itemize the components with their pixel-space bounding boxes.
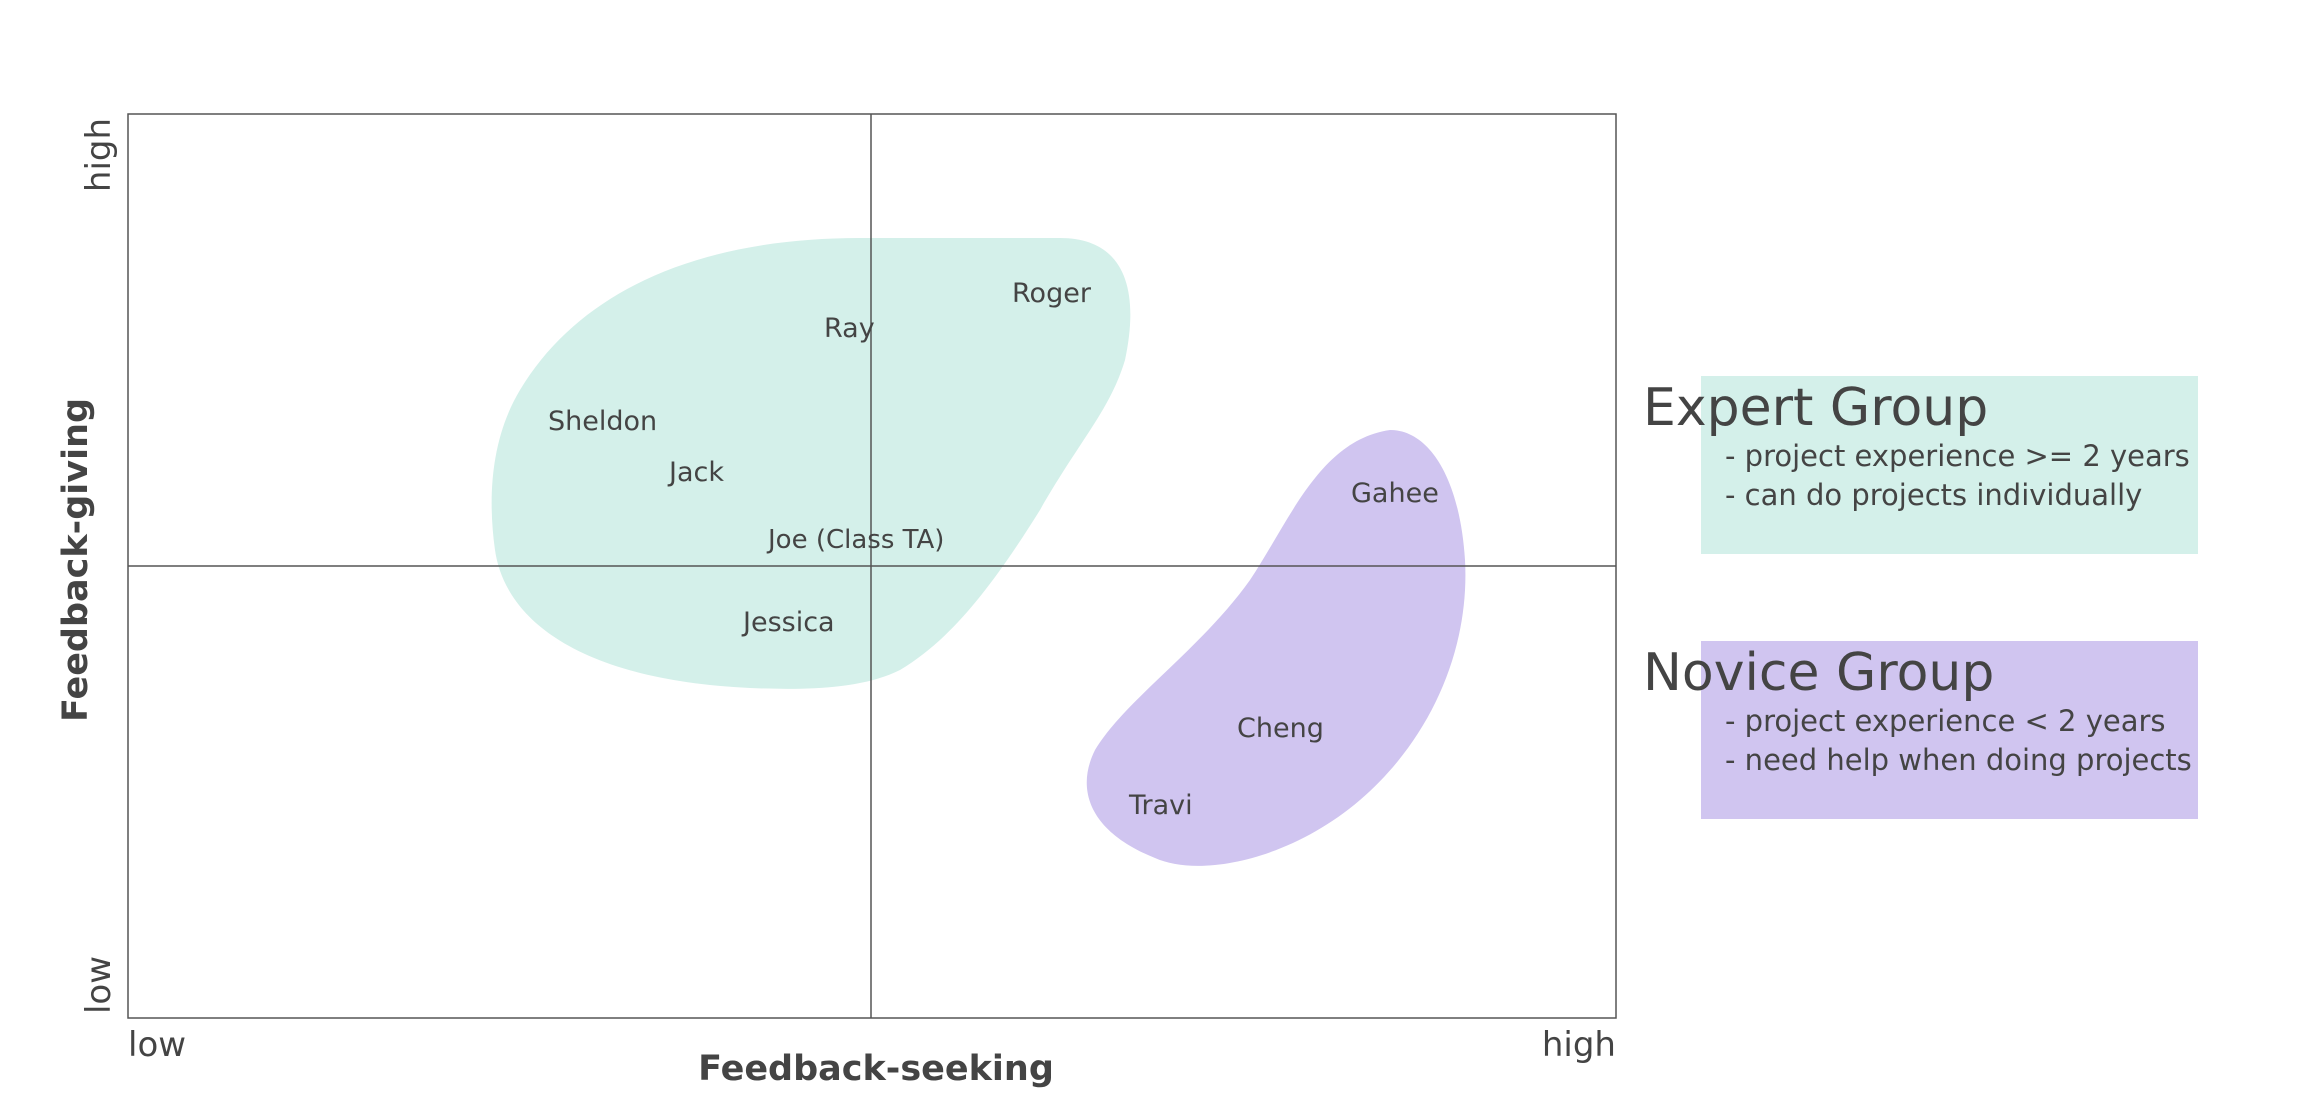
person-label-ray: Ray <box>824 313 875 344</box>
person-label-sheldon: Sheldon <box>548 406 657 437</box>
legend-novice-line-1: - project experience < 2 years <box>1725 704 2166 738</box>
legend-novice-line-2: - need help when doing projects <box>1725 743 2192 777</box>
person-label-joe: Joe (Class TA) <box>766 525 944 555</box>
expert-group-region <box>491 238 1131 689</box>
legend-expert-title: Expert Group <box>1643 378 1988 438</box>
y-axis-title: Feedback-giving <box>56 398 96 722</box>
person-label-jessica: Jessica <box>741 607 835 638</box>
x-axis-low-label: low <box>128 1025 186 1065</box>
y-axis-high-label: high <box>79 118 119 192</box>
person-label-roger: Roger <box>1012 278 1092 309</box>
y-axis-low-label: low <box>79 956 119 1014</box>
legend-expert-box <box>1701 376 2198 554</box>
legend-novice-title: Novice Group <box>1643 643 1994 703</box>
legend-expert: Expert Group - project experience >= 2 y… <box>1643 376 2198 554</box>
person-label-jack: Jack <box>667 457 724 488</box>
x-axis-high-label: high <box>1542 1025 1616 1065</box>
legend-novice: Novice Group - project experience < 2 ye… <box>1643 641 2198 819</box>
legend-expert-line-1: - project experience >= 2 years <box>1725 439 2190 473</box>
person-label-gahee: Gahee <box>1351 478 1439 509</box>
legend-novice-box <box>1701 641 2198 819</box>
x-axis-title: Feedback-seeking <box>698 1049 1054 1089</box>
person-label-cheng: Cheng <box>1237 713 1324 744</box>
legend-expert-line-2: - can do projects individually <box>1725 478 2142 512</box>
novice-group-region <box>1086 430 1466 866</box>
person-label-travi: Travi <box>1128 790 1193 821</box>
